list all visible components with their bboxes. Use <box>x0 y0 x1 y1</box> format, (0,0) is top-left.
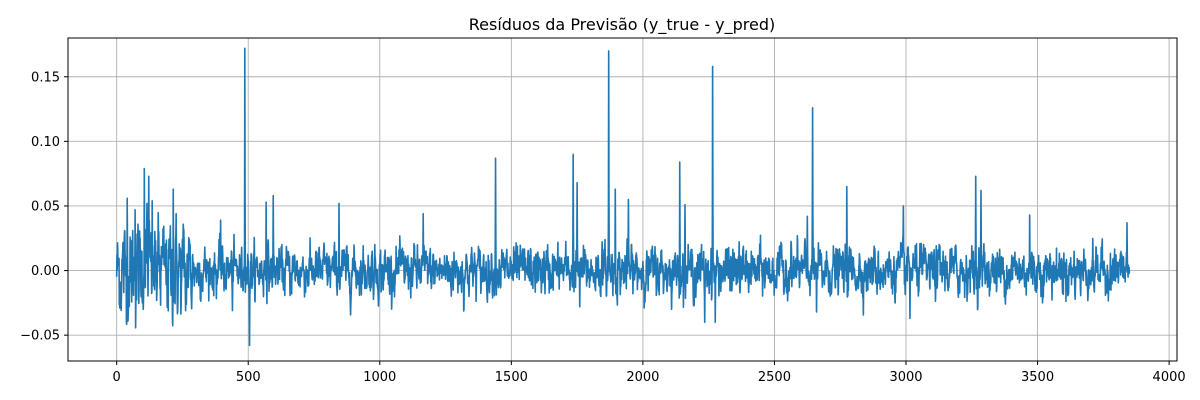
axes-frame <box>67 37 1178 362</box>
y-tick-label: 0.15 <box>31 70 60 85</box>
chart-title: Resíduos da Previsão (y_true - y_pred) <box>469 15 776 35</box>
x-tick-label: 3500 <box>1021 370 1054 385</box>
residuals-series-line <box>115 47 1131 347</box>
x-tick-label: 4000 <box>1153 370 1186 385</box>
x-tick-label: 1500 <box>495 370 528 385</box>
y-tick-label: 0.00 <box>31 264 60 279</box>
y-tick-label: 0.05 <box>31 199 60 214</box>
plot-area <box>115 47 1131 347</box>
x-tick-label: 0 <box>113 370 121 385</box>
x-tick-label: 2500 <box>758 370 791 385</box>
axis-ticks: 0 500 1000 1500 2000 2500 3000 3500 4000 −0.05 0.0… <box>20 70 1185 385</box>
y-tick-label: 0.10 <box>31 135 60 150</box>
x-tick-label: 500 <box>236 370 261 385</box>
y-tick-label: −0.05 <box>20 329 60 344</box>
x-tick-label: 1000 <box>363 370 396 385</box>
x-tick-label: 2000 <box>626 370 659 385</box>
x-tick-label: 3000 <box>889 370 922 385</box>
